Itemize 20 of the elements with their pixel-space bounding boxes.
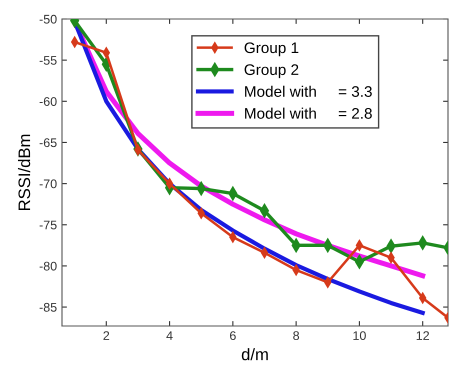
y-tick-label: -55 [40, 56, 57, 65]
y-tick-label: -50 [40, 14, 57, 24]
legend-label: Group 2 [244, 64, 298, 78]
x-tick-label: 10 [353, 331, 366, 340]
x-tick-label: 8 [293, 331, 300, 340]
x-tick-label: 12 [416, 331, 430, 340]
x-tick-label: 4 [166, 331, 173, 340]
x-tick-label: 2 [103, 331, 110, 340]
legend-label: Group 1 [244, 42, 298, 56]
y-tick-label: -60 [40, 97, 57, 106]
y-tick-label: -70 [40, 179, 57, 188]
y-tick-label: -65 [40, 138, 57, 148]
y-tick-label: -75 [40, 220, 57, 230]
y-axis-title: RSSI/dBm [18, 134, 30, 210]
legend-label: Model with = 3.3 [245, 86, 372, 97]
y-tick-label: -80 [40, 262, 57, 271]
y-tick-label: -85 [40, 302, 57, 312]
x-axis-title: d/m [242, 348, 268, 360]
legend-label: Model with = 2.8 [245, 108, 372, 119]
x-tick-label: 6 [230, 331, 236, 340]
